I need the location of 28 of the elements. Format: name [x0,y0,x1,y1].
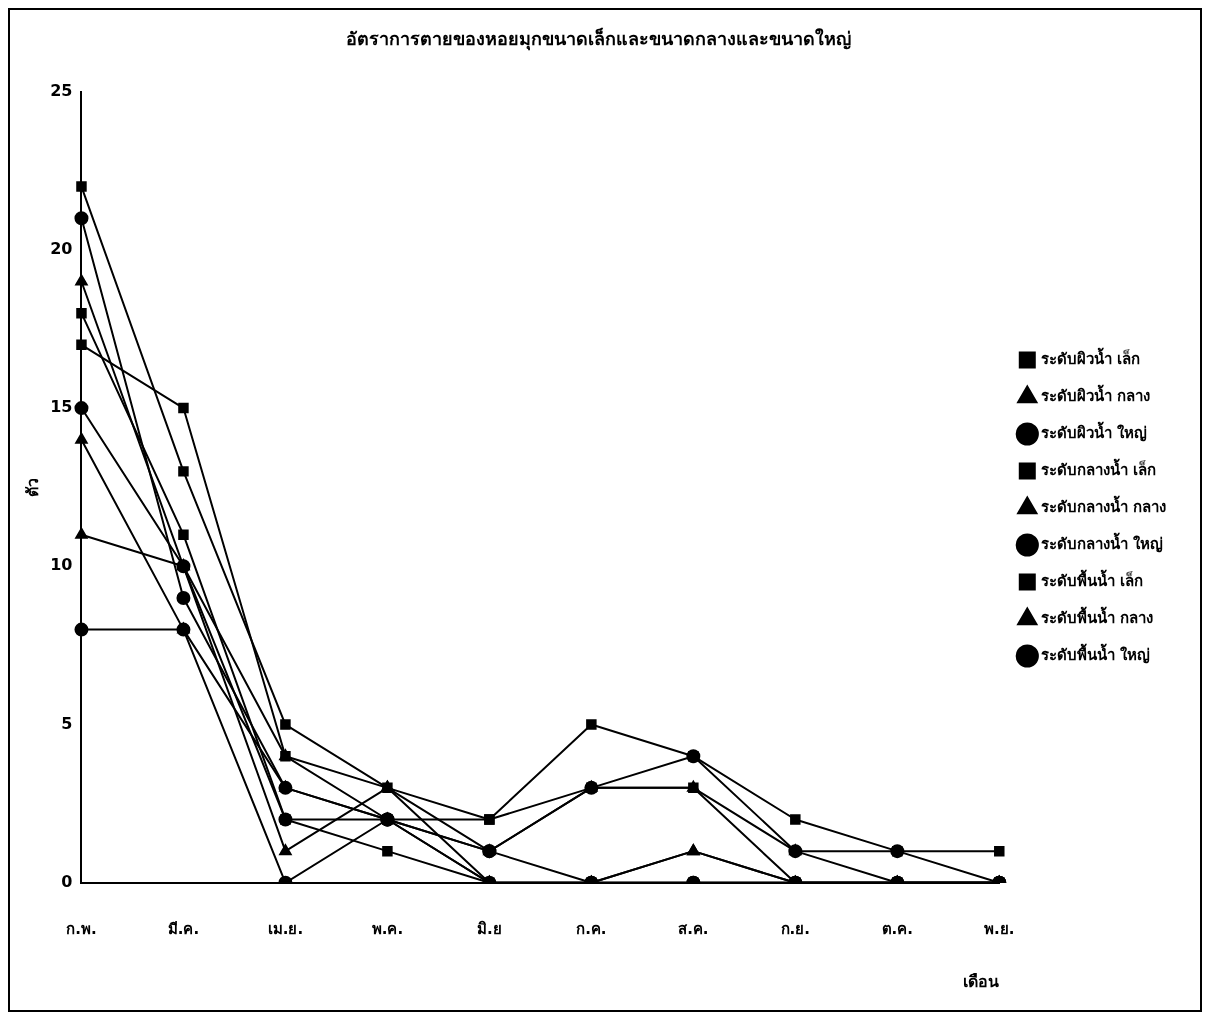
x-tick-label: พ.ย. [984,919,1015,938]
legend-label: ระดับผิวน้ำ กลาง [1040,383,1151,405]
x-tick-label: เม.ย. [267,919,304,938]
x-tick-label: ก.พ. [66,919,97,938]
y-tick-label: 0 [61,871,73,891]
y-tick-label: 5 [61,713,73,733]
legend-label: ระดับผิวน้ำ เล็ก [1040,346,1141,368]
x-tick-label: ก.ค. [576,919,607,938]
y-tick-label: 15 [50,397,73,417]
x-tick-label: ต.ค. [881,919,913,938]
legend-label: ระดับกลางน้ำ กลาง [1040,494,1167,516]
y-tick-label: 10 [50,555,73,575]
x-tick-label: มี.ค. [167,919,200,938]
y-tick-label: 25 [50,80,73,100]
legend-label: ระดับพื้นน้ำ ใหญ่ [1040,642,1151,664]
legend-label: ระดับพื้นน้ำ เล็ก [1040,568,1144,590]
legend-label: ระดับกลางน้ำ ใหญ่ [1040,531,1164,553]
legend-label: ระดับพื้นน้ำ กลาง [1040,605,1154,627]
y-tick-label: 20 [50,239,73,258]
chart-title: อัตราการตายของหอยมุกขนาดเล็กและขนาดกลางและขนาดใหญ่ [345,27,851,52]
legend-label: ระดับผิวน้ำ ใหญ่ [1040,420,1148,442]
x-tick-label: ก.ย. [780,919,811,938]
x-tick-label: มิ.ย [477,919,502,938]
x-tick-label: พ.ค. [371,919,404,938]
legend-label: ระดับกลางน้ำ เล็ก [1040,457,1157,479]
x-axis-title: เดือน [963,971,1000,991]
y-axis-title: ตัว [22,477,42,497]
x-tick-label: ส.ค. [678,919,709,938]
